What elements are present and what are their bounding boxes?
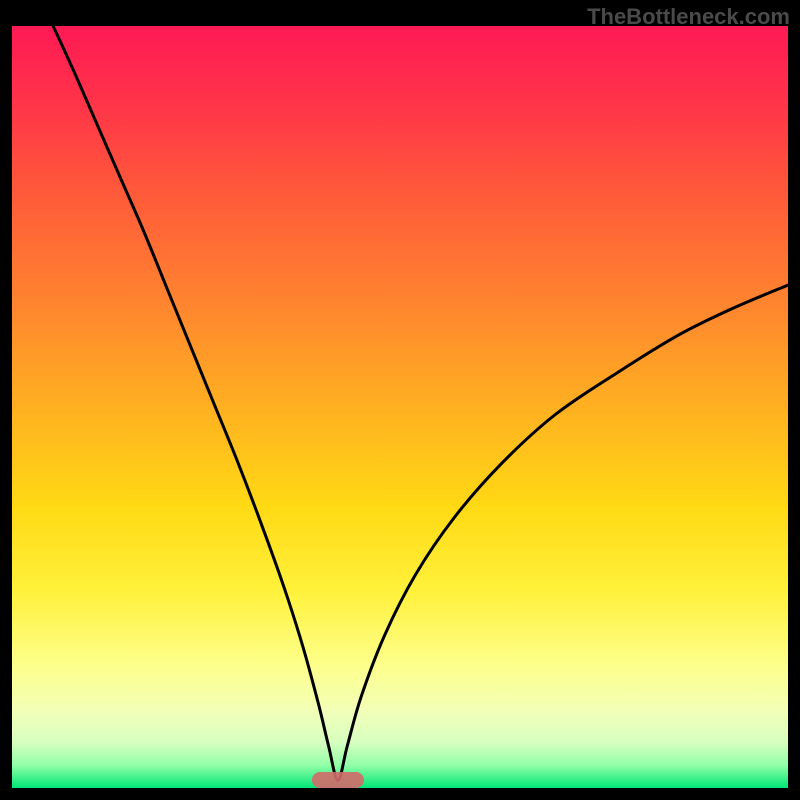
bottleneck-chart — [0, 0, 800, 800]
optimal-marker — [312, 772, 364, 788]
chart-background — [12, 26, 788, 788]
chart-stage: TheBottleneck.com — [0, 0, 800, 800]
